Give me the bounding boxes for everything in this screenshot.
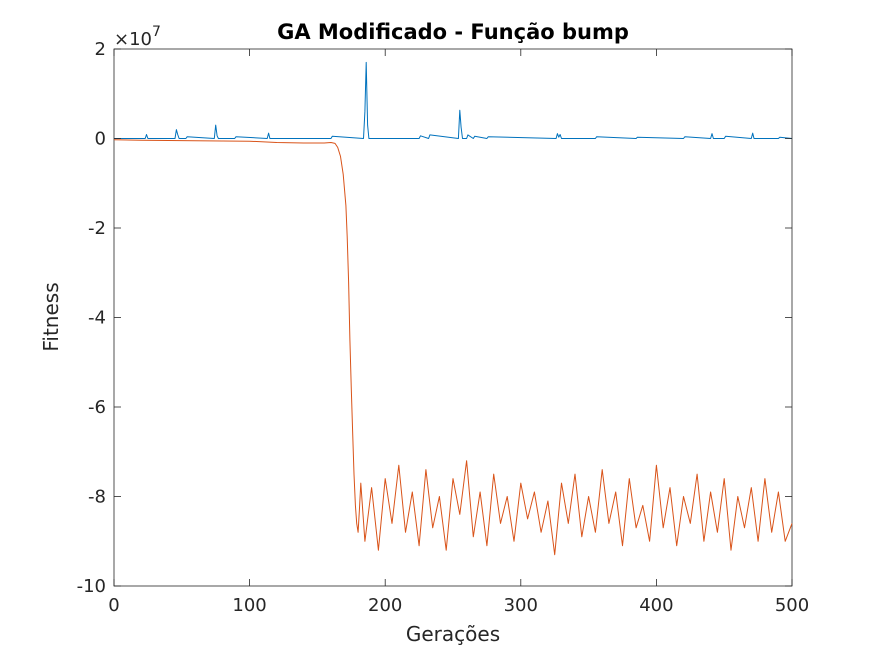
x-tick-label: 300: [504, 595, 538, 616]
y-axis-label: Fitness: [39, 282, 63, 351]
ticks-layer: 0 100 200 300 400 500 -10 -8 -6 -4 -2 0 2: [77, 39, 810, 616]
chart-title: GA Modificado - Função bump: [277, 20, 629, 44]
x-tick-label: 200: [368, 595, 402, 616]
y-tick-label: 0: [95, 129, 106, 150]
y-exponent-label: ×107: [114, 24, 161, 50]
y-tick-label: -4: [88, 308, 106, 329]
y-tick-label: -10: [77, 576, 106, 597]
y-exponent-prefix: ×: [114, 29, 129, 50]
y-tick-label: -6: [88, 397, 106, 418]
x-tick-label: 500: [775, 595, 809, 616]
x-axis-label: Gerações: [406, 622, 500, 646]
series-layer: [113, 61, 793, 556]
y-tick-label: 2: [95, 39, 106, 60]
series-1-line: [114, 61, 793, 139]
y-exponent-base: 10: [129, 29, 152, 50]
series-2-line: [113, 139, 793, 556]
y-tick-label: -8: [88, 487, 106, 508]
x-tick-label: 100: [232, 595, 266, 616]
y-exponent-power: 7: [152, 24, 161, 40]
y-tick-label: -2: [88, 218, 106, 239]
x-tick-label: 400: [639, 595, 673, 616]
x-tick-label: 0: [108, 595, 119, 616]
svg-text:×107: ×107: [114, 24, 161, 50]
